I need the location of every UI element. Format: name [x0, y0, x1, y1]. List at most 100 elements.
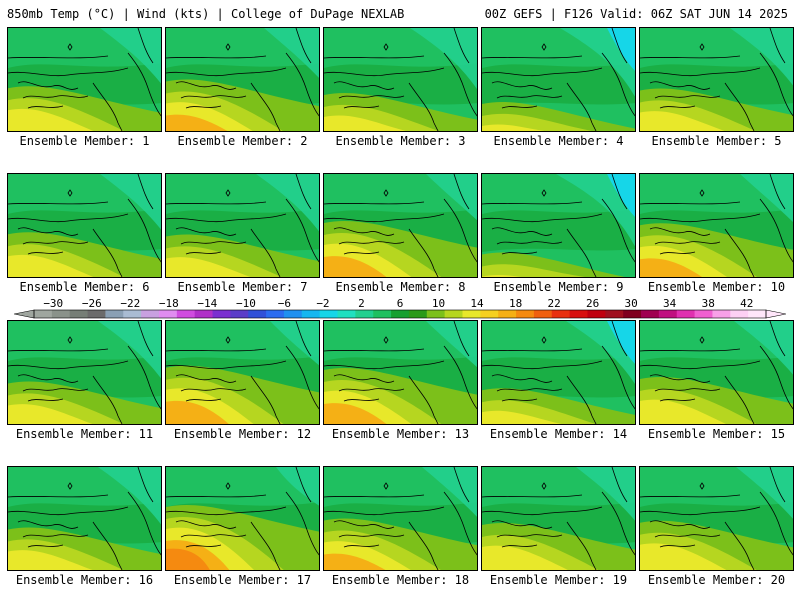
boundary-line — [17, 520, 79, 529]
ensemble-member-label: Ensemble Member: 2 — [177, 134, 308, 148]
boundary-line — [295, 28, 312, 64]
cool-air-region — [276, 467, 319, 506]
boundary-line — [724, 228, 755, 277]
boundary-line — [453, 28, 470, 64]
boundary-line — [17, 227, 79, 236]
ensemble-map-plot — [482, 174, 635, 277]
boundary-line — [408, 375, 439, 424]
boundary-line — [453, 174, 470, 210]
boundary-line — [27, 105, 64, 109]
ensemble-member-map — [7, 27, 162, 132]
boundary-line — [640, 360, 761, 370]
station-marker-icon — [67, 189, 73, 197]
ensemble-map-plot — [324, 321, 477, 424]
extreme-hot-air-region — [166, 548, 210, 570]
boundary-line — [285, 491, 319, 556]
ensemble-member-map — [323, 466, 478, 571]
boundary-line — [501, 251, 538, 255]
colorbar-swatch — [69, 310, 89, 318]
boundary-line — [338, 534, 405, 538]
station-marker-icon — [383, 189, 389, 197]
cool-air-region — [734, 321, 793, 375]
ensemble-member-map — [323, 27, 478, 132]
colorbar-swatch — [141, 310, 160, 318]
boundary-line — [640, 506, 761, 516]
colorbar-swatch — [569, 310, 588, 318]
colorbar-swatch — [587, 310, 606, 318]
ensemble-map-plot — [324, 467, 477, 570]
boundary-line — [333, 520, 395, 529]
boundary-line — [17, 374, 79, 383]
boundary-line — [175, 520, 237, 529]
colorbar-swatch — [301, 310, 321, 318]
station-marker-icon — [699, 482, 705, 490]
map-outlines — [324, 467, 477, 570]
cold-air-region — [607, 28, 635, 71]
boundary-line — [640, 201, 741, 205]
colorbar-tick-label: −30 — [43, 297, 64, 310]
hot-air-region — [482, 124, 545, 131]
boundary-line — [166, 67, 287, 77]
boundary-line — [659, 251, 696, 255]
ensemble-map-plot — [166, 467, 319, 570]
boundary-line — [659, 398, 696, 402]
colorbar-tick-label: −10 — [235, 297, 256, 310]
hot-air-region — [8, 254, 94, 277]
ensemble-member-label: Ensemble Member: 15 — [647, 427, 786, 441]
cool-air-region — [560, 28, 635, 97]
hot-air-region — [640, 111, 725, 131]
map-outlines — [482, 174, 635, 277]
colorbar-swatch — [248, 310, 267, 318]
boundary-line — [175, 227, 237, 236]
station-marker-icon — [225, 43, 231, 51]
cool-air-region — [410, 28, 477, 90]
ensemble-map-plot — [324, 28, 477, 131]
boundary-line — [324, 360, 445, 370]
boundary-line — [324, 55, 425, 59]
boundary-line — [482, 67, 603, 77]
boundary-line — [175, 374, 237, 383]
ensemble-member-map — [481, 320, 636, 425]
colorbar-swatch — [123, 310, 142, 318]
colorbar-tick-label: −26 — [81, 297, 102, 310]
cool-air-region — [270, 321, 319, 366]
boundary-line — [759, 345, 793, 410]
colorbar-swatch — [212, 310, 231, 318]
boundary-line — [501, 105, 538, 109]
boundary-line — [285, 52, 319, 117]
colorbar-max-arrow — [765, 309, 787, 319]
hot-air-region — [166, 257, 251, 277]
boundary-line — [343, 251, 380, 255]
station-marker-icon — [699, 189, 705, 197]
map-outlines — [166, 28, 319, 131]
boundary-line — [769, 174, 786, 210]
ensemble-member-map — [7, 320, 162, 425]
colorbar-swatch — [176, 310, 196, 318]
boundary-line — [8, 360, 129, 370]
colorbar-swatch — [408, 310, 428, 318]
colorbar-tick-label: 2 — [358, 297, 365, 310]
boundary-line — [127, 52, 161, 117]
boundary-line — [166, 55, 267, 59]
ensemble-member-map — [639, 173, 794, 278]
boundary-line — [166, 213, 287, 223]
colorbar-tick-label: 26 — [586, 297, 600, 310]
station-marker-icon — [541, 43, 547, 51]
ensemble-map-plot — [640, 28, 793, 131]
cool-air-region — [556, 174, 635, 247]
warm-air-region — [482, 264, 586, 277]
map-outlines — [166, 467, 319, 570]
boundary-line — [185, 105, 222, 109]
station-marker-icon — [699, 336, 705, 344]
boundary-line — [611, 28, 628, 64]
colorbar-swatch — [158, 310, 178, 318]
map-outlines — [640, 174, 793, 277]
ensemble-member-label: Ensemble Member: 1 — [19, 134, 150, 148]
boundary-line — [180, 241, 247, 245]
cool-air-region — [100, 28, 161, 84]
cool-air-region — [736, 467, 793, 519]
hot-air-region — [8, 108, 94, 131]
colorbar-swatch — [658, 310, 678, 318]
boundary-line — [17, 81, 79, 90]
ensemble-member-label: Ensemble Member: 19 — [489, 573, 628, 587]
